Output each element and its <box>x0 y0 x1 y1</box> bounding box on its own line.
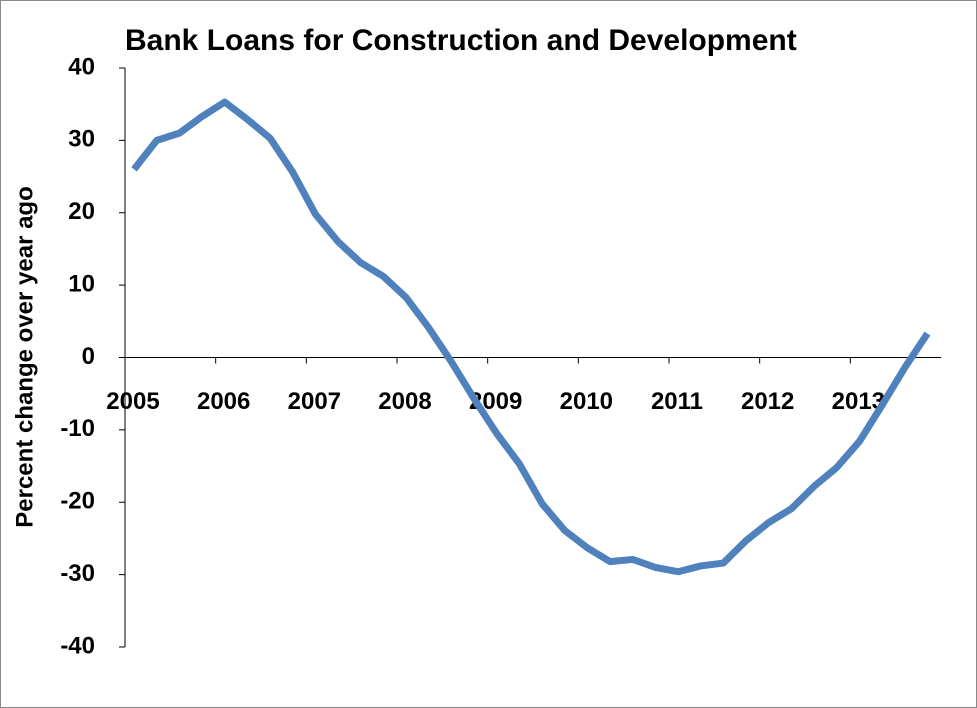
y-tick-label: -10 <box>60 415 95 442</box>
y-tick-label: 10 <box>68 270 95 297</box>
y-tick-label: 20 <box>68 198 95 225</box>
x-tick-label: 2008 <box>378 388 431 415</box>
data-line <box>131 98 931 576</box>
y-tick-label: -40 <box>60 632 95 659</box>
y-tick-label: 0 <box>82 343 95 370</box>
y-tick-label: 30 <box>68 126 95 153</box>
y-tick-label: -30 <box>60 560 95 587</box>
x-tick-label: 2010 <box>560 388 613 415</box>
x-tick-label: 2005 <box>106 388 159 415</box>
x-tick-label: 2012 <box>741 388 794 415</box>
y-axis-label: Percent change over year ago <box>11 186 38 527</box>
x-tick-label: 2007 <box>288 388 341 415</box>
chart-title: Bank Loans for Construction and Developm… <box>125 24 797 57</box>
x-tick-label: 2006 <box>197 388 250 415</box>
y-tick-label: 40 <box>68 53 95 80</box>
y-tick-label: -20 <box>60 488 95 515</box>
x-tick-label: 2011 <box>651 388 703 415</box>
